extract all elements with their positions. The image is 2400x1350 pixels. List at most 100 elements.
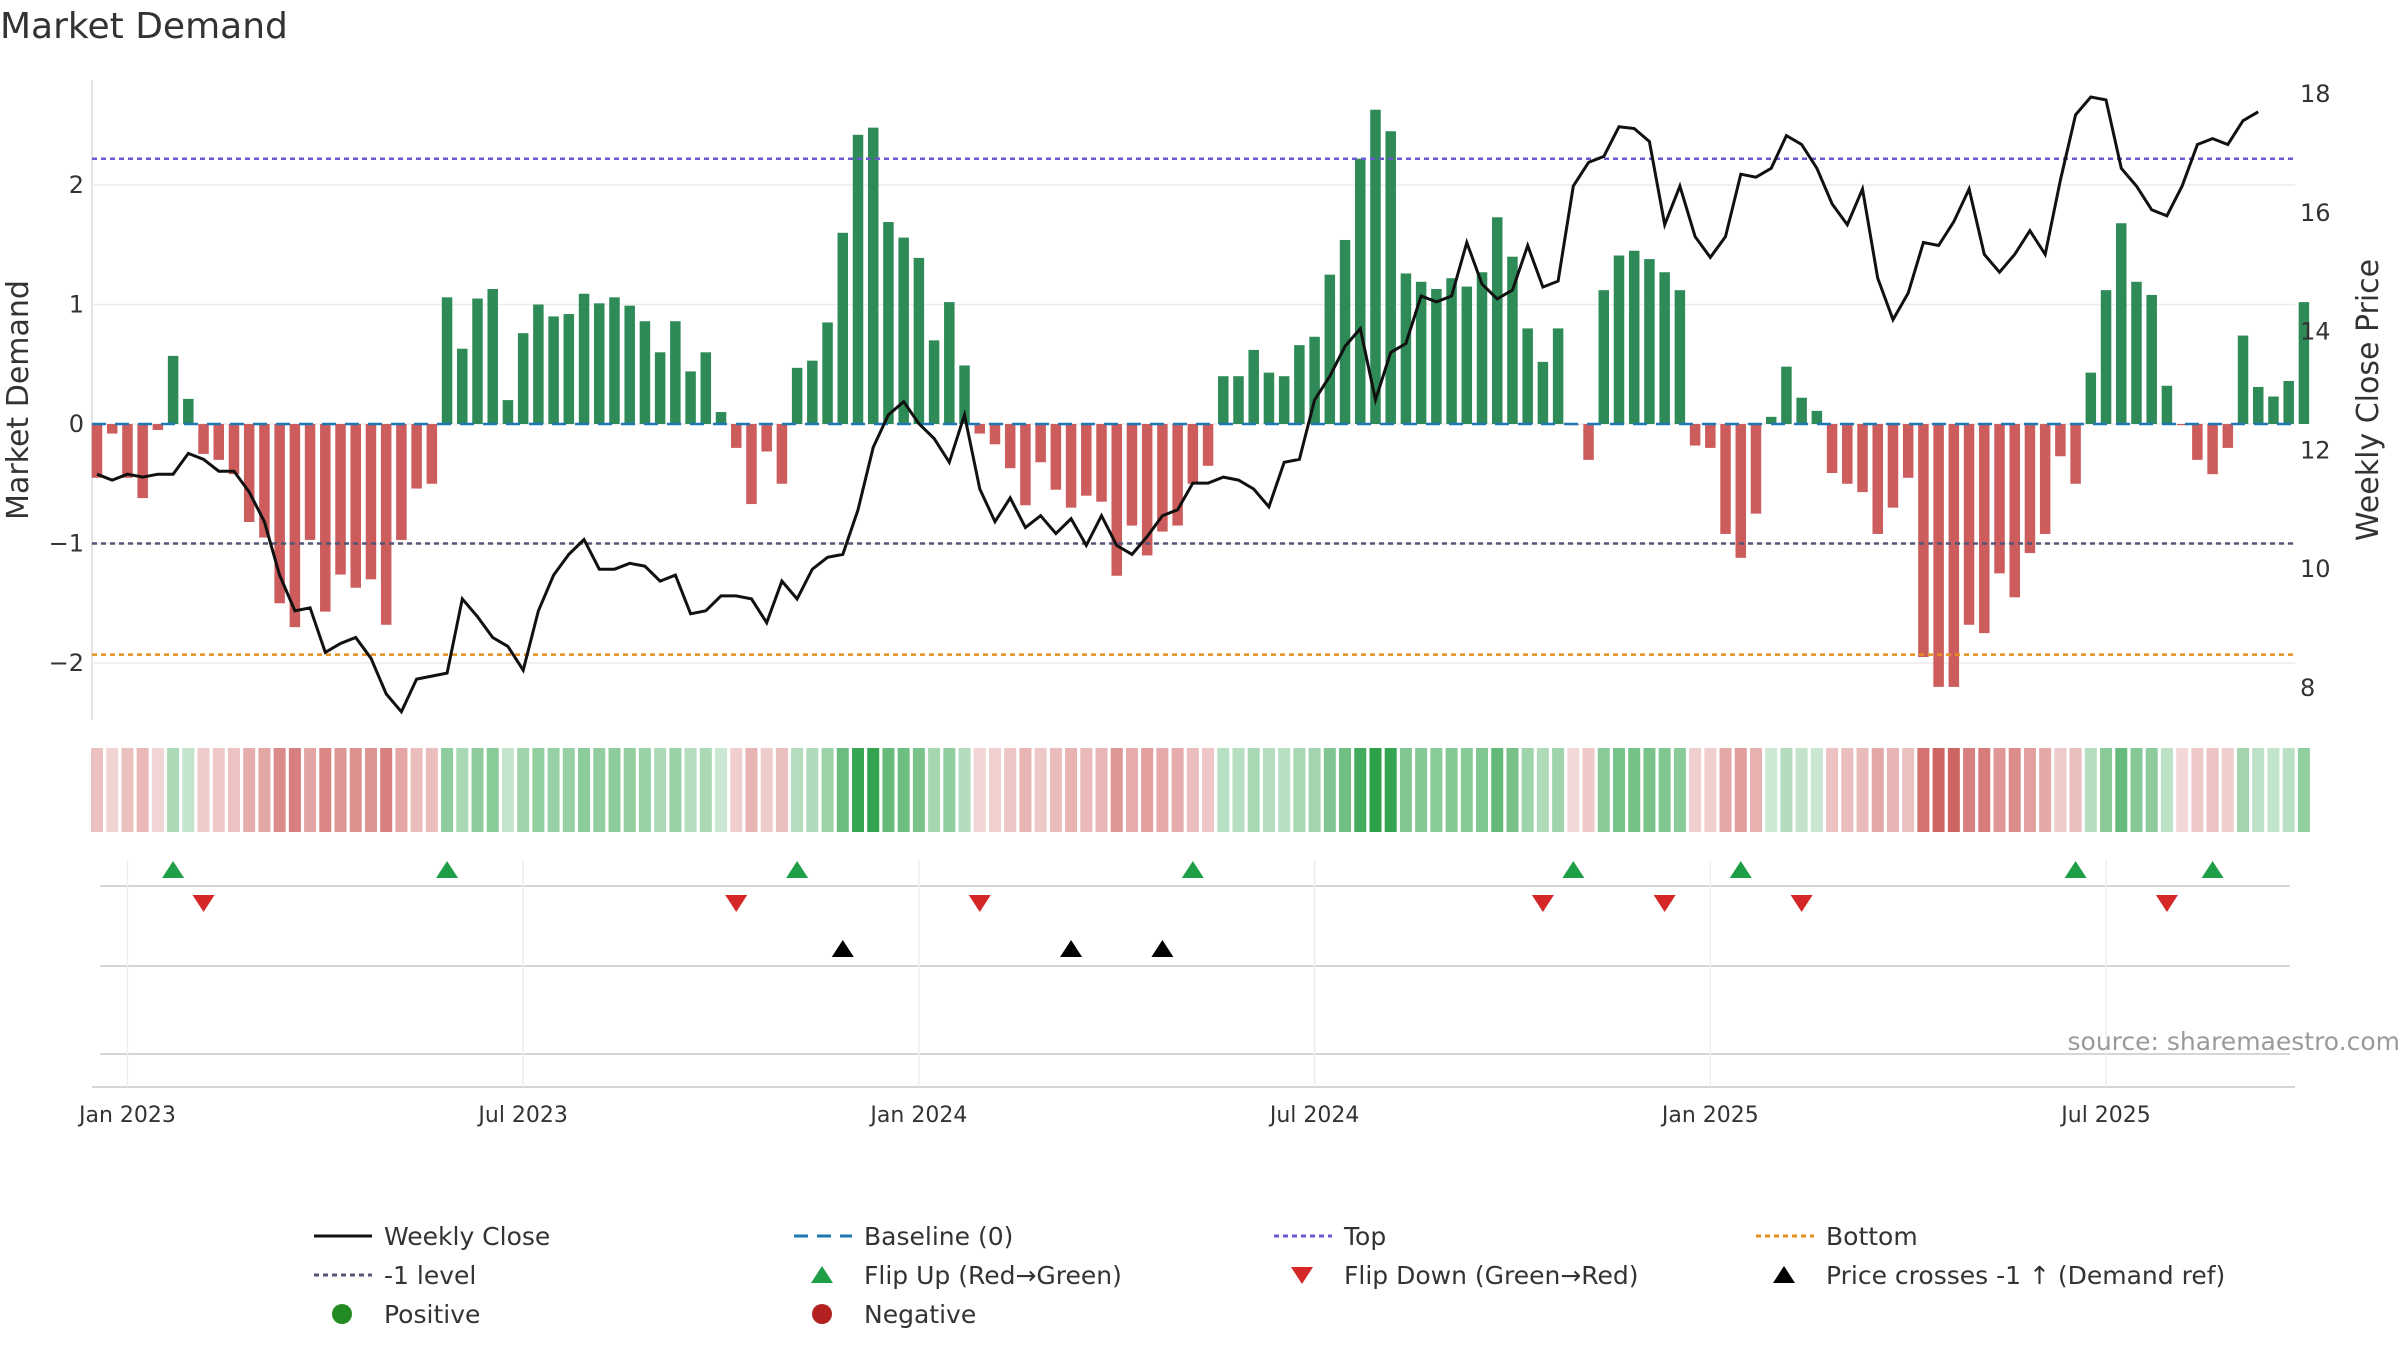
demand-bar-117	[1872, 424, 1883, 534]
demand-bar-20	[396, 424, 407, 540]
heat-cell-60	[1004, 748, 1017, 832]
demand-bar-31	[563, 314, 575, 424]
heat-cell-134	[2130, 748, 2143, 832]
reference-levels	[92, 157, 2295, 656]
price-cross-marker-2	[1151, 940, 1174, 957]
demand-bar-141	[2237, 335, 2249, 424]
demand-bar-122	[1948, 424, 1960, 687]
demand-bar-36	[639, 321, 651, 424]
heat-cell-79	[1293, 748, 1306, 832]
heat-cell-0	[91, 748, 103, 832]
demand-bar-135	[2146, 294, 2157, 424]
heat-cell-130	[2069, 748, 2082, 832]
demand-bar-12	[274, 424, 285, 604]
demand-bar-103	[1659, 272, 1670, 424]
heat-cell-96	[1552, 748, 1565, 832]
heat-cell-129	[2054, 748, 2067, 832]
heat-cell-38	[669, 748, 682, 832]
heat-cell-71	[1171, 748, 1184, 832]
heat-cell-12	[273, 748, 286, 832]
heat-cell-136	[2160, 748, 2173, 832]
left-tick-4: −2	[49, 649, 84, 677]
demand-bar-136	[2161, 385, 2173, 424]
demand-bar-15	[320, 424, 331, 612]
heat-cell-86	[1399, 748, 1412, 832]
demand-bar-129	[2055, 424, 2066, 457]
heat-cell-73	[1202, 748, 1215, 832]
flip-down-marker-1	[725, 895, 748, 912]
heat-cell-113	[1810, 748, 1823, 832]
demand-bar-99	[1598, 290, 1610, 424]
heat-cell-28	[517, 748, 530, 832]
demand-bar-19	[380, 424, 392, 625]
demand-bar-109	[1750, 424, 1762, 514]
demand-bar-92	[1491, 217, 1503, 424]
heat-cell-87	[1415, 748, 1428, 832]
heat-cell-72	[1186, 748, 1199, 832]
heat-cell-91	[1476, 748, 1489, 832]
heat-cell-126	[2008, 748, 2021, 832]
heat-cell-80	[1308, 748, 1321, 832]
demand-bar-72	[1187, 424, 1199, 484]
demand-bar-21	[411, 424, 422, 489]
demand-bar-100	[1613, 255, 1625, 424]
heat-cell-97	[1567, 748, 1580, 832]
demand-bar-85	[1385, 131, 1396, 424]
heat-cell-1	[106, 748, 119, 832]
heat-cell-50	[852, 748, 864, 832]
heat-cell-76	[1247, 748, 1260, 832]
demand-bar-86	[1400, 273, 1412, 424]
demand-bar-130	[2070, 424, 2081, 484]
demand-bar-65	[1081, 424, 1092, 496]
heat-cell-117	[1871, 748, 1884, 832]
demand-bar-95	[1537, 361, 1549, 424]
heat-cell-47	[806, 748, 819, 832]
demand-bar-59	[989, 424, 1001, 445]
heat-cell-138	[2191, 748, 2204, 832]
demand-bar-16	[335, 424, 346, 575]
demand-bar-9	[228, 424, 240, 475]
heat-cell-67	[1110, 748, 1123, 832]
left-tick-3: −1	[49, 530, 84, 558]
heat-cell-30	[547, 748, 560, 832]
demand-bar-111	[1781, 366, 1792, 424]
demand-bar-124	[1979, 424, 1990, 634]
demand-bar-140	[2222, 424, 2234, 448]
demand-bar-79	[1294, 345, 1305, 424]
demand-bar-91	[1476, 272, 1488, 424]
heat-cell-48	[821, 748, 834, 832]
heat-cell-15	[319, 748, 332, 832]
heat-cell-98	[1582, 748, 1595, 832]
legend-label-price-cross: Price crosses -1 ↑ (Demand ref)	[1826, 1261, 2225, 1290]
demand-bar-13	[289, 424, 301, 628]
heat-cell-46	[791, 748, 804, 832]
heat-cell-139	[2206, 748, 2219, 832]
legend-label-baseline: Baseline (0)	[864, 1222, 1013, 1251]
legend: Weekly Close Baseline (0) Top Bottom -1 leve…	[314, 1222, 2225, 1329]
demand-bar-68	[1126, 424, 1138, 526]
heat-cell-64	[1065, 748, 1078, 832]
heat-cell-59	[988, 748, 1001, 832]
legend-label-minus-one: -1 level	[384, 1261, 476, 1290]
demand-bar-58	[974, 424, 986, 434]
heat-cell-128	[2039, 748, 2052, 832]
demand-bar-24	[457, 348, 468, 424]
demand-bar-55	[928, 340, 940, 424]
heat-cell-24	[456, 748, 469, 832]
heat-cell-74	[1217, 748, 1230, 832]
heat-cell-6	[182, 748, 195, 832]
heat-cell-140	[2221, 748, 2234, 832]
heat-cell-18	[364, 748, 377, 832]
demand-bar-70	[1157, 424, 1168, 532]
demand-bar-41	[715, 412, 727, 424]
demand-bar-50	[852, 134, 864, 424]
date-tick-4: Jan 2025	[1660, 1103, 1759, 1128]
heat-cell-111	[1780, 748, 1793, 832]
date-gridlines	[126, 860, 2107, 1087]
heat-cell-54	[912, 748, 925, 832]
demand-bar-128	[2039, 424, 2051, 534]
heat-cell-35	[623, 748, 636, 832]
demand-bar-98	[1583, 424, 1594, 460]
demand-bar-25	[472, 298, 483, 424]
